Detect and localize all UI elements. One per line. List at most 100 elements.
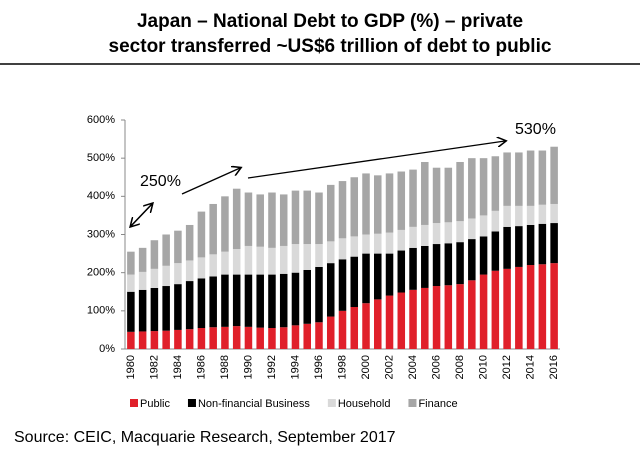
bar-segment: [385, 232, 394, 254]
bar-segment: [221, 326, 229, 349]
bar-segment: [456, 242, 464, 285]
legend-label: Household: [338, 398, 391, 410]
bar-segment: [550, 203, 558, 224]
bar-segment: [444, 167, 453, 223]
bar-segment: [138, 331, 147, 349]
bar-segment: [479, 236, 488, 275]
bar-segment: [550, 146, 558, 204]
bar-segment: [303, 244, 311, 270]
bar-segment: [315, 266, 323, 323]
bar-segment: [491, 156, 500, 211]
bar-segment: [479, 274, 488, 349]
x-tick-label: 1998: [336, 355, 348, 379]
y-tick-label: 100%: [87, 305, 115, 317]
bar-segment: [209, 254, 217, 277]
bar-segment: [397, 171, 406, 230]
legend-label: Finance: [418, 398, 457, 410]
chart-title: sector transferred ~US$6 trillion of deb…: [109, 36, 552, 57]
bar-segment: [409, 289, 417, 349]
bar-segment: [456, 284, 464, 349]
bar-segment: [150, 331, 159, 349]
bar-segment: [468, 280, 476, 349]
x-tick-label: 2002: [383, 355, 395, 379]
bar-segment: [350, 256, 359, 308]
bar-segment: [221, 196, 229, 252]
bar-segment: [432, 286, 441, 349]
bar-segment: [421, 224, 429, 246]
bar-segment: [444, 222, 453, 244]
bar-segment: [491, 231, 500, 271]
x-tick-label: 2008: [454, 355, 466, 379]
bar-segment: [185, 329, 194, 349]
bar-segment: [362, 303, 370, 349]
bar-segment: [374, 175, 382, 234]
bar-segment: [185, 224, 194, 261]
bar-segment: [538, 223, 547, 265]
bar-segment: [244, 274, 253, 327]
bar-segment: [291, 244, 300, 273]
bar-segment: [279, 273, 288, 328]
bar-segment: [468, 158, 476, 219]
bar-segment: [526, 224, 535, 266]
y-tick-label: 600%: [87, 114, 115, 126]
bar-segment: [338, 310, 347, 349]
bar-segment: [432, 223, 441, 245]
bar-segment: [221, 251, 229, 275]
bar-segment: [491, 210, 500, 232]
x-tick-label: 2000: [360, 355, 372, 379]
x-tick-label: 2012: [501, 355, 513, 379]
bar-segment: [138, 247, 147, 272]
bar-segment: [162, 234, 170, 266]
bar-segment: [326, 184, 335, 242]
bar-segment: [421, 161, 429, 225]
bar-segment: [503, 152, 511, 206]
bar-segment: [526, 150, 535, 206]
bar-segment: [150, 240, 159, 269]
bar-segment: [279, 327, 288, 349]
bar-segment: [468, 239, 476, 281]
bar-segment: [303, 190, 311, 245]
bar-segment: [444, 285, 453, 349]
bar-segment: [291, 190, 300, 245]
bar-segment: [362, 173, 370, 235]
bar-segment: [456, 221, 464, 243]
bar-segment: [538, 264, 547, 349]
legend-swatch: [187, 399, 196, 407]
bar-segment: [515, 205, 523, 227]
bar-segment: [432, 244, 441, 287]
bar-segment: [326, 241, 335, 264]
y-tick-label: 200%: [87, 267, 115, 279]
bar-segment: [174, 329, 182, 349]
x-tick-label: 2014: [525, 355, 537, 379]
bar-segment: [150, 268, 159, 288]
x-tick-label: 1992: [266, 355, 278, 379]
bar-segment: [268, 274, 276, 329]
bar-segment: [326, 316, 335, 349]
bar-segment: [221, 274, 229, 327]
bar-segment: [479, 158, 488, 216]
bar-segment: [550, 223, 558, 264]
bar-segment: [162, 265, 170, 287]
bar-segment: [197, 211, 206, 258]
arrow: [247, 141, 505, 179]
bar-segment: [515, 152, 523, 206]
bar-segment: [503, 205, 511, 227]
x-tick-label: 1984: [172, 355, 184, 379]
bar-segment: [409, 226, 417, 248]
legend-label: Non-financial Business: [198, 398, 310, 410]
bar-segment: [315, 244, 323, 267]
bar-segment: [421, 287, 429, 349]
x-tick-label: 1990: [242, 355, 254, 379]
arrow: [131, 203, 153, 226]
bar-segment: [150, 287, 159, 332]
legend-swatch: [130, 399, 138, 407]
bar-segment: [127, 274, 135, 292]
bar-segment: [232, 326, 241, 349]
bar-segment: [550, 263, 558, 349]
x-tick-label: 1988: [219, 355, 231, 379]
bar-segment: [338, 259, 347, 311]
y-tick-label: 300%: [87, 228, 115, 240]
bar-segment: [209, 203, 217, 255]
